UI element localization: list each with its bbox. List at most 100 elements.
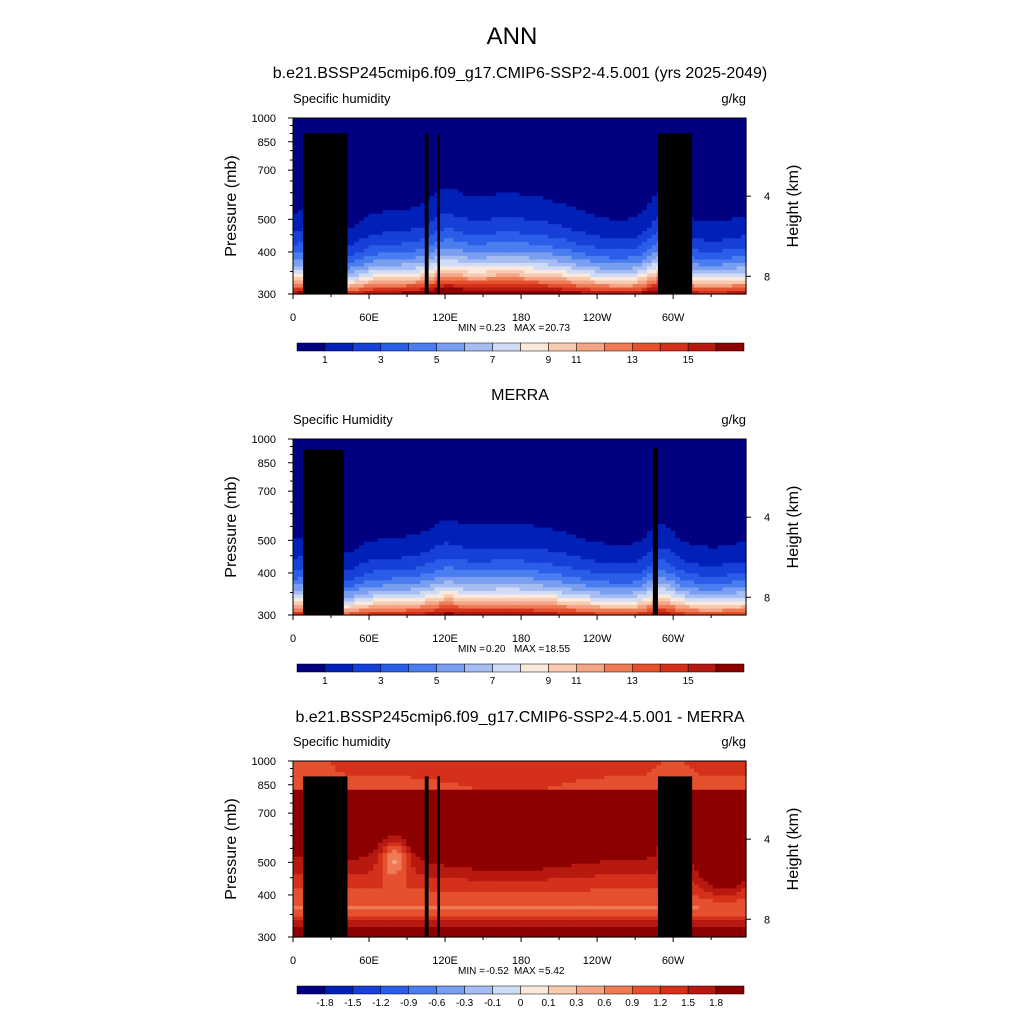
field-cell — [571, 287, 576, 291]
field-cell — [694, 210, 699, 214]
field-cell — [416, 181, 421, 185]
field-cell — [496, 273, 501, 277]
field-cell — [369, 276, 374, 280]
field-cell — [600, 206, 605, 210]
field-cell — [505, 150, 510, 154]
field-cell — [708, 132, 713, 136]
field-cell — [458, 280, 463, 284]
field-cell — [350, 283, 355, 287]
field-cell — [614, 171, 619, 175]
field-cell — [463, 217, 468, 221]
field-cell — [520, 178, 525, 182]
field-cell — [397, 136, 402, 140]
field-cell — [586, 153, 591, 157]
field-cell — [652, 146, 657, 150]
field-cell — [406, 192, 411, 196]
field-cell — [406, 245, 411, 249]
field-cell — [364, 146, 369, 150]
field-cell — [293, 283, 298, 287]
field-cell — [458, 174, 463, 178]
field-cell — [652, 150, 657, 154]
field-cell — [694, 266, 699, 270]
field-cell — [534, 280, 539, 284]
field-cell — [543, 227, 548, 231]
field-cell — [425, 125, 430, 129]
field-cell — [576, 157, 581, 161]
field-cell — [392, 255, 397, 259]
field-cell — [392, 118, 397, 122]
field-cell — [538, 269, 543, 273]
field-cell — [293, 439, 298, 443]
field-cell — [581, 231, 586, 235]
field-cell — [571, 202, 576, 206]
field-cell — [482, 273, 487, 277]
field-cell — [614, 255, 619, 259]
field-cell — [491, 146, 496, 150]
field-cell — [713, 234, 718, 238]
field-cell — [425, 122, 430, 126]
field-cell — [619, 287, 624, 291]
field-cell — [708, 287, 713, 291]
field-cell — [293, 122, 298, 126]
field-cell — [510, 252, 515, 256]
field-cell — [722, 139, 727, 143]
field-cell — [704, 164, 709, 168]
field-cell — [369, 199, 374, 203]
field-cell — [604, 146, 609, 150]
field-cell — [472, 164, 477, 168]
field-cell — [392, 266, 397, 270]
field-cell — [538, 231, 543, 235]
field-cell — [713, 245, 718, 249]
field-cell — [722, 164, 727, 168]
field-cell — [737, 139, 742, 143]
field-cell — [402, 273, 407, 277]
field-cell — [468, 217, 473, 221]
field-cell — [529, 280, 534, 284]
field-cell — [354, 174, 359, 178]
field-cell — [722, 248, 727, 252]
field-cell — [453, 192, 458, 196]
field-cell — [293, 213, 298, 217]
field-cell — [557, 150, 562, 154]
field-cell — [293, 266, 298, 270]
field-cell — [472, 287, 477, 291]
field-cell — [652, 255, 657, 259]
field-cell — [600, 287, 605, 291]
field-cell — [713, 129, 718, 133]
field-cell — [298, 474, 303, 478]
field-cell — [359, 118, 364, 122]
field-cell — [298, 276, 303, 280]
field-cell — [397, 157, 402, 161]
field-cell — [369, 213, 374, 217]
field-cell — [444, 210, 449, 214]
field-cell — [708, 210, 713, 214]
field-cell — [718, 181, 723, 185]
field-cell — [586, 157, 591, 161]
field-cell — [652, 199, 657, 203]
field-cell — [704, 178, 709, 182]
field-cell — [378, 146, 383, 150]
field-cell — [538, 224, 543, 228]
field-cell — [439, 167, 444, 171]
field-cell — [713, 287, 718, 291]
field-cell — [383, 234, 388, 238]
field-cell — [416, 210, 421, 214]
field-cell — [713, 262, 718, 266]
field-cell — [737, 266, 742, 270]
field-cell — [350, 178, 355, 182]
field-cell — [378, 220, 383, 224]
field-cell — [501, 129, 506, 133]
field-cell — [416, 125, 421, 129]
field-cell — [369, 269, 374, 273]
field-cell — [453, 129, 458, 133]
field-cell — [694, 248, 699, 252]
field-cell — [468, 206, 473, 210]
field-cell — [364, 241, 369, 245]
field-cell — [633, 202, 638, 206]
field-cell — [350, 231, 355, 235]
field-cell — [463, 259, 468, 263]
field-cell — [439, 227, 444, 231]
field-cell — [364, 227, 369, 231]
field-cell — [708, 118, 713, 122]
field-cell — [406, 227, 411, 231]
